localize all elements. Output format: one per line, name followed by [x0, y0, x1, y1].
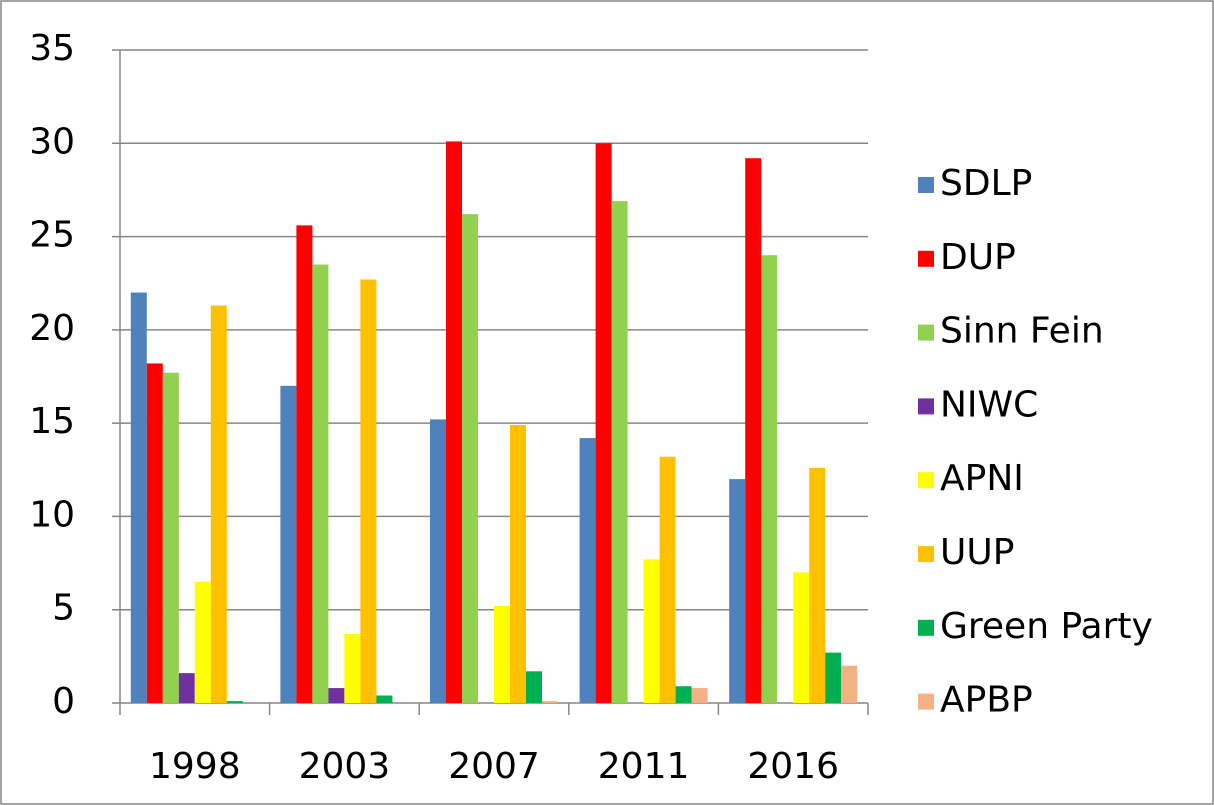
y-tick-label: 5 [52, 588, 75, 629]
bar [446, 141, 462, 704]
bar [226, 701, 243, 703]
legend-swatch [918, 472, 934, 489]
bar [430, 419, 446, 703]
bar [510, 425, 526, 703]
x-tick-label: 1998 [149, 746, 241, 787]
bar [659, 456, 676, 703]
legend-label: SDLP [940, 163, 1032, 204]
y-tick-label: 10 [29, 494, 75, 535]
legend-label: APNI [940, 458, 1024, 499]
bar [595, 143, 612, 704]
legend-swatch [918, 177, 934, 193]
y-tick-label: 20 [29, 308, 75, 349]
bar [210, 305, 227, 703]
bar [526, 671, 542, 703]
bar [194, 581, 211, 703]
legend-swatch [918, 619, 934, 636]
bar [462, 214, 478, 703]
bar [841, 665, 858, 703]
bar [809, 467, 826, 703]
bar [328, 688, 345, 703]
bar [312, 264, 329, 703]
bar [825, 652, 842, 703]
bar [793, 572, 810, 703]
y-tick-label: 15 [29, 401, 75, 442]
bar [542, 701, 558, 703]
bar [611, 201, 628, 703]
legend-label: APBP [940, 680, 1033, 721]
bar [360, 279, 377, 703]
bar [296, 225, 313, 703]
bar [376, 695, 393, 703]
bar [280, 385, 297, 703]
legend-swatch [918, 398, 934, 415]
legend-swatch [918, 546, 934, 562]
bar [675, 686, 692, 703]
legend-label: Green Party [940, 606, 1153, 647]
y-tick-label: 30 [29, 121, 75, 162]
bar [643, 559, 660, 703]
bar [761, 255, 778, 703]
legend-label: UUP [940, 532, 1014, 573]
bar [130, 292, 147, 703]
bar [691, 688, 708, 703]
legend-swatch [918, 693, 934, 710]
bar [178, 673, 195, 703]
x-tick-label: 2003 [299, 746, 391, 787]
bar [162, 372, 179, 703]
bar [494, 605, 510, 703]
bar [745, 158, 762, 703]
x-tick-label: 2011 [598, 746, 690, 787]
y-tick-label: 35 [29, 28, 75, 69]
bar [344, 633, 361, 703]
legend-label: Sinn Fein [940, 311, 1104, 352]
legend-swatch [918, 250, 934, 267]
bar [579, 438, 596, 703]
legend-swatch [918, 324, 934, 341]
legend-label: DUP [940, 237, 1016, 278]
bar [729, 479, 746, 703]
bar [146, 363, 163, 703]
x-tick-label: 2016 [747, 746, 839, 787]
y-tick-label: 25 [29, 215, 75, 256]
y-tick-label: 0 [52, 681, 75, 722]
x-tick-label: 2007 [448, 746, 540, 787]
legend-label: NIWC [940, 384, 1038, 425]
